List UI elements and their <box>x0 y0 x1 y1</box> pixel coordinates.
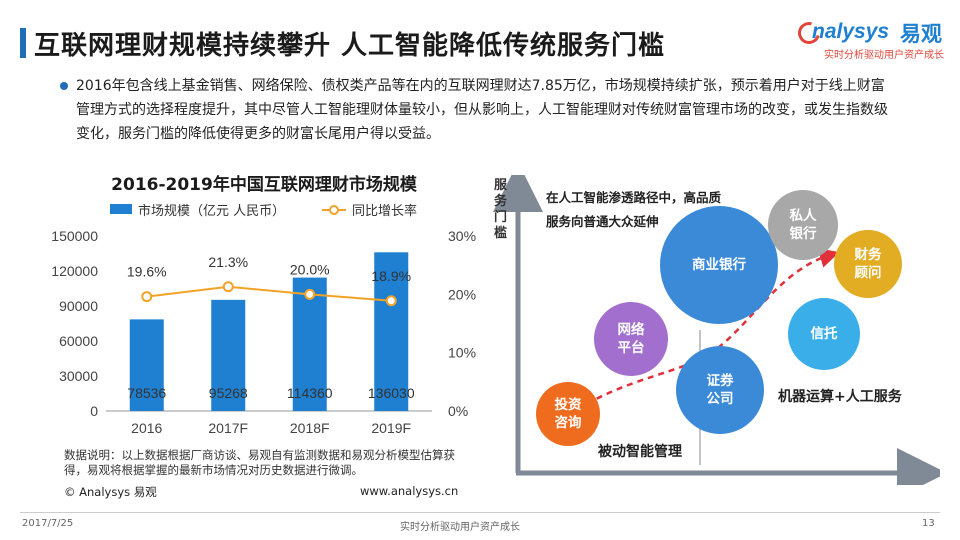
bubble-online-platform: 网络 平台 <box>594 302 668 376</box>
bar-value-label: 78536 <box>127 385 166 401</box>
machine-service-label: 机器运算+人工服务 <box>778 389 902 405</box>
footer-divider <box>20 512 940 513</box>
chart-title: 2016-2019年中国互联网理财市场规模 <box>111 175 417 195</box>
passive-management-label: 被动智能管理 <box>598 444 682 460</box>
logo-english: nalysys <box>812 20 890 43</box>
logo-slogan: 实时分析驱动用户资产成长 <box>824 50 944 61</box>
growth-rate-label: 21.3% <box>208 254 248 270</box>
data-note: 数据说明：以上数据根据厂商访谈、易观自有监测数据和易观分析模型估算获得，易观将根… <box>64 448 455 477</box>
y-left-tick-label: 60000 <box>59 333 98 349</box>
growth-rate-label: 20.0% <box>290 261 330 277</box>
legend-label-market-size: 市场规模（亿元 人民币） <box>138 204 286 219</box>
y-left-tick-label: 0 <box>90 403 98 419</box>
bubble-financial-advisor: 财务 顾问 <box>834 230 902 298</box>
bar-value-label: 114360 <box>287 385 333 401</box>
ai-penetration-diagram <box>493 175 940 485</box>
intro-paragraph: 2016年包含线上基金销售、网络保险、债权类产品等在内的互联网理财达7.85万亿… <box>76 78 888 142</box>
bar-value-label: 136030 <box>368 385 415 401</box>
title-accent-bar <box>20 28 26 58</box>
x-tick-label: 2016 <box>131 420 162 436</box>
y-left-tick-label: 150000 <box>51 228 98 244</box>
y-right-tick-label: 20% <box>448 286 476 302</box>
penetration-path <box>567 248 840 417</box>
x-tick-label: 2018F <box>290 420 330 436</box>
x-tick-label: 2019F <box>371 420 411 436</box>
y-left-tick-label: 120000 <box>51 263 98 279</box>
page-title: 互联网理财规模持续攀升 人工智能降低传统服务门槛 <box>34 31 666 61</box>
legend-label-growth-rate: 同比增长率 <box>352 204 418 219</box>
bubble-securities-company: 证券 公司 <box>676 346 764 434</box>
path-note: 在人工智能渗透路径中，高品质 服务向普通大众延伸 <box>546 186 721 234</box>
bullet-icon <box>60 82 68 90</box>
y-right-tick-label: 10% <box>448 345 476 361</box>
growth-rate-point <box>304 288 316 300</box>
footer-slogan: 实时分析驱动用户资产成长 <box>400 522 520 533</box>
y-left-tick-label: 30000 <box>59 368 98 384</box>
footer-date: 2017/7/25 <box>22 518 74 529</box>
page-number: 13 <box>922 518 935 529</box>
bubble-investment-consulting: 投资 咨询 <box>536 382 600 446</box>
bar-value-label: 95268 <box>209 385 248 401</box>
path-note-line-1: 在人工智能渗透路径中，高品质 <box>546 190 722 205</box>
y-left-tick-label: 90000 <box>59 298 98 314</box>
copyright-text: © Analysys 易观 <box>64 485 157 499</box>
legend-dot-swatch <box>329 205 339 215</box>
growth-rate-label: 18.9% <box>371 268 411 284</box>
bar-2019F <box>374 252 409 411</box>
y-right-tick-label: 30% <box>448 228 476 244</box>
analysys-logo: nalysys 易观 实时分析驱动用户资产成长 <box>793 17 944 66</box>
path-note-line-2: 服务向普通大众延伸 <box>546 214 659 229</box>
bar-2016 <box>129 319 164 411</box>
bubble-private-bank: 私人 银行 <box>768 190 838 260</box>
bubble-trust: 信托 <box>788 298 860 370</box>
logo-chinese: 易观 <box>900 22 942 46</box>
growth-rate-point <box>222 281 234 293</box>
x-tick-label: 2017F <box>208 420 248 436</box>
growth-rate-point <box>141 291 153 303</box>
growth-rate-line <box>146 285 392 302</box>
website-text: www.analysys.cn <box>360 484 459 498</box>
market-size-chart: 0 30000 60000 90000 120000 150000 0% 10% 20% 30% 7… <box>51 228 476 436</box>
growth-rate-label: 19.6% <box>127 264 167 280</box>
legend-bar-swatch <box>110 204 132 214</box>
y-axis-label: 服务门槛 <box>494 178 508 241</box>
bar-2017F <box>211 299 246 411</box>
growth-rate-point <box>385 295 397 307</box>
bubble-commercial-bank: 商业银行 <box>660 206 778 324</box>
y-right-tick-label: 0% <box>448 403 468 419</box>
